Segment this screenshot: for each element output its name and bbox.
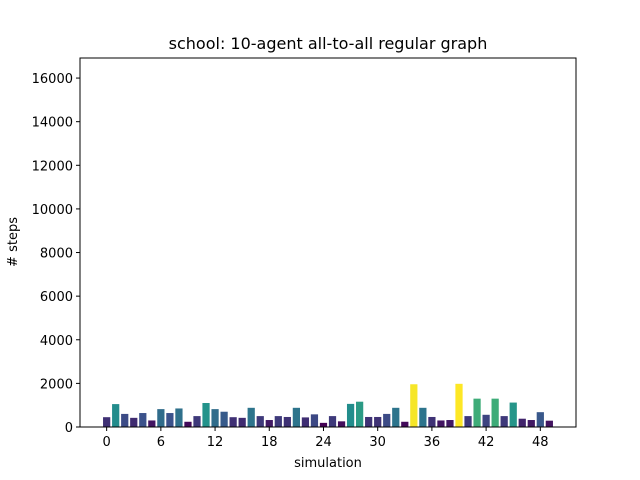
- bar-sim-1: [112, 404, 120, 427]
- bar-sim-12: [211, 409, 219, 427]
- plot-frame: [79, 57, 577, 428]
- bar-sim-35: [419, 407, 427, 427]
- bar-sim-25: [328, 416, 337, 427]
- chart-title: school: 10-agent all-to-all regular grap…: [169, 34, 488, 53]
- bar-sim-22: [301, 417, 310, 427]
- bar-sim-34: [410, 384, 418, 427]
- bar-sim-6: [157, 409, 165, 427]
- bar-sim-5: [148, 420, 156, 427]
- bar-sim-29: [365, 416, 373, 427]
- y-tick-label: 10000: [32, 203, 73, 218]
- bar-sim-14: [229, 417, 237, 427]
- bar-sim-16: [247, 407, 255, 427]
- x-tick-label: 30: [369, 435, 386, 450]
- bar-sim-36: [428, 416, 436, 427]
- y-tick-label: 16000: [32, 72, 73, 87]
- bar-sim-43: [491, 398, 499, 427]
- bar-sim-40: [464, 416, 472, 427]
- bar-sim-28: [356, 401, 364, 427]
- bar-sim-45: [509, 402, 517, 427]
- x-tick-label: 6: [157, 435, 165, 450]
- y-tick-label: 6000: [40, 290, 73, 305]
- y-axis-label: # steps: [6, 217, 21, 267]
- bar-sim-2: [121, 413, 129, 427]
- bar-sim-38: [446, 420, 454, 427]
- bar-sim-46: [518, 418, 526, 427]
- bar-sim-21: [292, 407, 300, 427]
- x-tick-label: 36: [424, 435, 441, 450]
- y-tick-label: 8000: [40, 247, 73, 262]
- x-tick-label: 0: [103, 435, 111, 450]
- bar-sim-13: [220, 411, 228, 427]
- bar-sim-30: [374, 416, 382, 427]
- bar-sim-31: [383, 413, 391, 427]
- bar-sim-0: [103, 417, 111, 427]
- y-axis-ticks: 0 2000 4000 6000 8000 10000 12000 14000 16000: [32, 72, 80, 436]
- bar-sim-32: [392, 407, 400, 427]
- bar-sim-7: [166, 413, 174, 427]
- bar-sim-4: [139, 413, 147, 427]
- bar-sim-24: [319, 422, 328, 427]
- y-tick-label: 12000: [32, 159, 73, 174]
- bar-sim-19: [274, 416, 282, 427]
- bar-sim-27: [346, 403, 355, 427]
- bar-sim-8: [175, 408, 183, 427]
- bar-sim-18: [265, 420, 273, 427]
- bar-sim-42: [482, 414, 490, 427]
- y-tick-label: 4000: [40, 334, 73, 349]
- bar-sim-44: [500, 416, 508, 427]
- bar-sim-41: [473, 398, 481, 427]
- x-tick-label: 42: [478, 435, 495, 450]
- bar-sim-39: [455, 383, 463, 427]
- x-axis-ticks: 0 6 12 18 24 30 36 42 48: [103, 427, 549, 450]
- x-tick-label: 12: [207, 435, 224, 450]
- bar-sim-11: [202, 403, 210, 427]
- bar-sim-3: [130, 417, 138, 427]
- bar-sim-33: [401, 421, 409, 427]
- x-axis-label: simulation: [294, 456, 362, 471]
- y-tick-label: 0: [65, 421, 73, 436]
- bar-sim-23: [310, 414, 319, 427]
- bar-sim-48: [536, 412, 544, 427]
- x-tick-label: 48: [532, 435, 549, 450]
- bar-sim-15: [238, 417, 246, 427]
- y-tick-label: 2000: [40, 377, 73, 392]
- x-tick-label: 24: [315, 435, 332, 450]
- bar-sim-10: [193, 416, 201, 427]
- bar-sim-20: [283, 416, 291, 427]
- bar-sim-49: [545, 420, 553, 427]
- bar-sim-17: [256, 416, 264, 427]
- bar-sim-47: [527, 420, 535, 427]
- bar-sim-9: [184, 421, 192, 427]
- bar-sim-26: [337, 421, 346, 427]
- bars-group: [103, 383, 553, 427]
- x-tick-label: 18: [261, 435, 278, 450]
- bar-sim-37: [437, 420, 445, 427]
- y-tick-label: 14000: [32, 116, 73, 131]
